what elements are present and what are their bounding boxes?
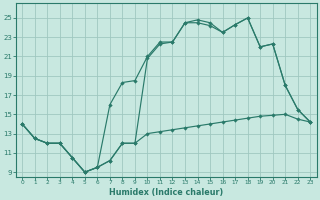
X-axis label: Humidex (Indice chaleur): Humidex (Indice chaleur): [109, 188, 223, 197]
